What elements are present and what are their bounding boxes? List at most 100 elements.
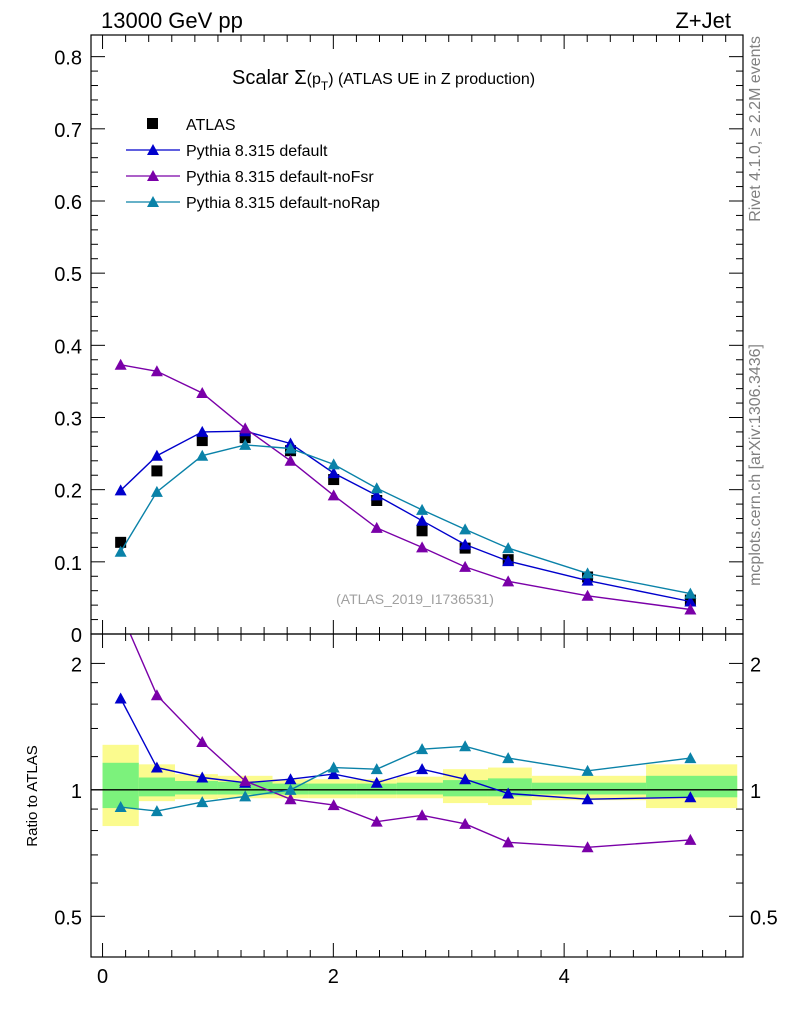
process-label: Z+Jet: [675, 8, 731, 33]
legend-label: Pythia 8.315 default: [186, 143, 328, 160]
ratio-point: [196, 796, 209, 808]
ratio-y-tick-label-right: 2: [750, 654, 761, 676]
legend-entry-nofsr: Pythia 8.315 default-noFsr: [126, 169, 374, 186]
ratio-point: [684, 752, 697, 764]
y-tick-label: 0.8: [54, 48, 82, 70]
uncertainty-band-inner: [487, 778, 532, 797]
uncertainty-band-inner: [442, 780, 488, 797]
ratio-series: [114, 634, 697, 853]
uncertainty-band-inner: [175, 780, 218, 795]
ratio-point: [239, 774, 252, 786]
ratio-point: [370, 776, 383, 788]
mc-point: [327, 489, 340, 501]
plot-title: Scalar Σ(pT) (ATLAS UE in Z production): [232, 67, 535, 93]
ratio-y-tick-label: 0.5: [54, 907, 82, 929]
mc-point: [581, 589, 594, 601]
ratio-point: [684, 791, 697, 803]
mc-point: [684, 587, 697, 599]
ratio-point: [581, 764, 594, 776]
ratio-y-tick-label: 2: [71, 654, 82, 676]
mc-point: [284, 442, 297, 454]
uncertainty-band-inner: [138, 777, 176, 797]
mc-point: [239, 438, 252, 450]
legend-label: Pythia 8.315 default-noRap: [186, 195, 380, 212]
legend-marker-square: [147, 118, 158, 129]
mc-point: [459, 523, 472, 535]
ratio-point: [502, 787, 515, 799]
ratio-point: [284, 783, 297, 795]
y-tick-label: 0.4: [54, 336, 82, 358]
mc-point: [196, 449, 209, 461]
mc-point: [502, 575, 515, 587]
legend-marker-triangle: [147, 170, 159, 181]
ratio-point: [581, 841, 594, 853]
mc-point: [416, 541, 429, 553]
mc-point: [114, 545, 127, 557]
data-point: [371, 494, 383, 506]
legend-entry-default: Pythia 8.315 default: [126, 143, 328, 160]
mc-point: [150, 365, 163, 377]
ratio-point: [150, 805, 163, 817]
energy-label: 13000 GeV pp: [101, 8, 243, 33]
series-line: [120, 430, 691, 603]
ratio-point: [684, 833, 697, 845]
uncertainty-bands: [91, 744, 743, 827]
legend-label: ATLAS: [186, 117, 236, 134]
ratio-point: [284, 793, 297, 805]
ratio-point: [196, 735, 209, 747]
main-axis-ticks: 0 0.1 0.2 0.3 0.4 0.5 0.6 0.7 0.8: [54, 35, 743, 647]
rivet-version-label: Rivet 4.1.0, ≥ 2.2M events: [747, 36, 764, 222]
ratio-series-line: [129, 634, 691, 849]
y-tick-label: 0: [71, 625, 82, 647]
ratio-y-tick-label: 1: [71, 781, 82, 803]
uncertainty-band-inner: [356, 783, 397, 795]
ratio-series-line: [120, 698, 691, 800]
ratio-frame: [90, 633, 744, 958]
y-tick-label: 0.3: [54, 408, 82, 430]
data-point: [115, 536, 127, 548]
ratio-y-axis-label: Ratio to ATLAS: [24, 745, 41, 846]
ratio-series-line: [120, 745, 691, 812]
y-tick-label: 0.5: [54, 264, 82, 286]
ratio-point: [370, 815, 383, 827]
mc-point: [416, 514, 429, 526]
legend-entry-norap: Pythia 8.315 default-noRap: [126, 195, 380, 212]
ratio-point: [114, 801, 127, 813]
mc-point: [416, 503, 429, 515]
legend-label: Pythia 8.315 default-noFsr: [186, 169, 374, 186]
mcplots-label: mcplots.cern.ch [arXiv:1306.3436]: [747, 344, 764, 586]
legend: ATLAS Pythia 8.315 default Pythia 8.315 …: [126, 117, 380, 212]
mc-point: [114, 358, 127, 370]
mc-point: [284, 454, 297, 466]
ratio-y-tick-label-right: 1: [750, 781, 761, 803]
mc-point: [459, 538, 472, 550]
ratio-point: [284, 773, 297, 785]
y-tick-label: 0.1: [54, 553, 82, 575]
data-point: [239, 432, 251, 444]
ratio-point: [459, 740, 472, 752]
ratio-point: [327, 799, 340, 811]
mc-point: [114, 484, 127, 496]
ratio-point: [459, 817, 472, 829]
uncertainty-band-inner: [396, 782, 443, 795]
mc-point: [684, 595, 697, 607]
mc-point: [370, 521, 383, 533]
analysis-id-label: (ATLAS_2019_I1736531): [336, 591, 494, 607]
legend-marker-triangle: [147, 144, 159, 155]
x-tick-label: 2: [328, 966, 339, 988]
data-point: [328, 474, 340, 486]
data-point: [416, 525, 428, 537]
mc-point: [459, 560, 472, 572]
x-tick-label: 0: [97, 966, 108, 988]
mc-point: [239, 422, 252, 434]
ratio-point: [416, 763, 429, 775]
uncertainty-band-inner: [102, 762, 139, 809]
mc-point: [150, 449, 163, 461]
ratio-point: [370, 763, 383, 775]
mc-point: [502, 555, 515, 567]
series-line: [120, 364, 691, 611]
ratio-point: [239, 790, 252, 802]
ratio-point: [581, 793, 594, 805]
ratio-y-tick-label-right: 0.5: [750, 907, 778, 929]
